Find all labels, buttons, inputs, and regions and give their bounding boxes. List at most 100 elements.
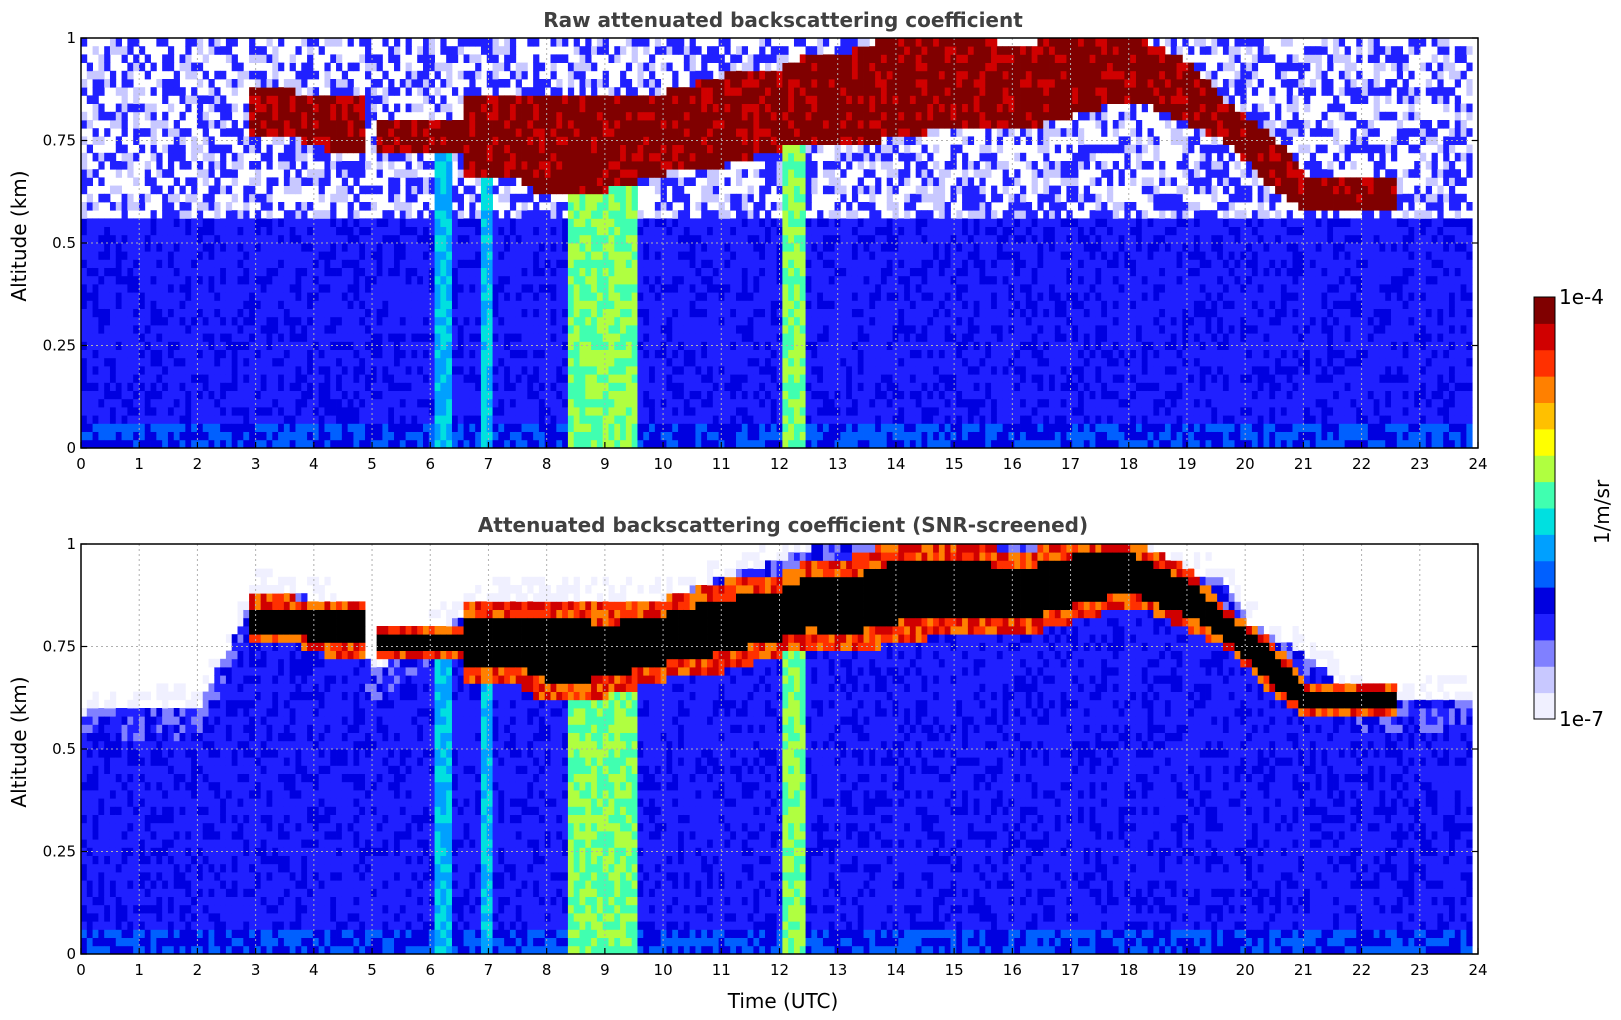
heatmap-cell	[469, 284, 476, 293]
heatmap-cell	[365, 251, 372, 260]
heatmap-cell	[289, 349, 296, 359]
heatmap-cell	[388, 325, 395, 334]
heatmap-cell	[283, 275, 291, 285]
heatmap-cell	[515, 218, 522, 227]
heatmap-cell	[579, 316, 586, 326]
heatmap-cell	[724, 308, 731, 318]
heatmap-cell	[533, 70, 540, 80]
heatmap-cell	[289, 366, 296, 375]
heatmap-cell	[336, 128, 343, 137]
heatmap-cell	[556, 38, 563, 47]
heatmap-cell	[643, 161, 650, 170]
heatmap-cell	[312, 136, 320, 145]
heatmap-cell	[440, 185, 447, 195]
heatmap-cell	[695, 275, 702, 285]
heatmap-cell	[243, 120, 250, 129]
heatmap-cell	[556, 128, 563, 137]
heatmap-cell	[405, 407, 412, 416]
heatmap-cell	[457, 120, 464, 129]
heatmap-cell	[341, 398, 349, 408]
heatmap-cell	[683, 366, 691, 375]
heatmap-cell	[579, 243, 586, 252]
heatmap-cell	[109, 120, 117, 129]
heatmap-cell	[498, 423, 505, 432]
heatmap-cell	[370, 103, 378, 113]
heatmap-cell	[712, 325, 720, 334]
heatmap-cell	[423, 374, 430, 383]
heatmap-cell	[707, 431, 714, 441]
heatmap-cell	[341, 407, 349, 416]
heatmap-cell	[98, 103, 105, 113]
heatmap-cell	[144, 325, 151, 334]
heatmap-cell	[365, 431, 372, 441]
heatmap-cell	[202, 136, 209, 145]
heatmap-cell	[289, 267, 296, 277]
heatmap-cell	[191, 62, 198, 72]
heatmap-cell	[237, 325, 244, 334]
heatmap-cell	[179, 300, 186, 309]
heatmap-cell	[399, 144, 407, 154]
heatmap-cell	[527, 251, 534, 260]
heatmap-cell	[672, 316, 679, 326]
heatmap-cell	[567, 251, 575, 260]
heatmap-cell	[133, 120, 140, 129]
heatmap-cell	[347, 226, 354, 236]
heatmap-cell	[492, 103, 499, 113]
heatmap-cell	[208, 120, 215, 129]
heatmap-cell	[289, 87, 296, 96]
heatmap-cell	[394, 300, 401, 309]
heatmap-cell	[504, 398, 511, 408]
heatmap-cell	[707, 79, 714, 88]
heatmap-cell	[127, 357, 134, 367]
heatmap-cell	[527, 390, 534, 400]
heatmap-cell	[672, 218, 679, 227]
heatmap-cell	[208, 38, 215, 47]
heatmap-cell	[382, 300, 389, 309]
heatmap-cell	[718, 431, 725, 441]
heatmap-cell	[678, 103, 685, 113]
heatmap-cell	[121, 398, 128, 408]
heatmap-cell	[463, 243, 470, 252]
heatmap-cell	[509, 128, 517, 137]
heatmap-cell	[341, 423, 349, 432]
heatmap-cell	[457, 366, 464, 375]
heatmap-cell	[423, 275, 430, 285]
heatmap-cell	[620, 169, 627, 178]
heatmap-cell	[365, 267, 372, 277]
heatmap-cell	[637, 136, 644, 145]
heatmap-cell	[301, 161, 308, 170]
heatmap-cell	[399, 79, 407, 88]
heatmap-cell	[695, 161, 702, 170]
heatmap-cell	[544, 251, 551, 260]
heatmap-cell	[689, 218, 696, 227]
heatmap-cell	[521, 366, 528, 375]
heatmap-cell	[689, 259, 696, 268]
heatmap-cell	[724, 177, 731, 186]
heatmap-cell	[185, 177, 192, 186]
heatmap-cell	[741, 267, 749, 277]
heatmap-cell	[451, 390, 459, 400]
heatmap-cell	[469, 308, 476, 318]
heatmap-cell	[475, 407, 482, 416]
heatmap-cell	[318, 325, 325, 334]
heatmap-cell	[283, 259, 291, 268]
heatmap-cell	[440, 218, 447, 227]
heatmap-cell	[434, 398, 441, 408]
heatmap-cell	[307, 316, 314, 326]
heatmap-cell	[208, 390, 215, 400]
heatmap-cell	[550, 357, 557, 367]
heatmap-cell	[707, 120, 714, 129]
heatmap-cell	[562, 390, 569, 400]
heatmap-cell	[625, 333, 633, 342]
heatmap-cell	[173, 70, 180, 80]
heatmap-cell	[649, 308, 656, 318]
heatmap-cell	[365, 349, 372, 359]
heatmap-cell	[498, 218, 505, 227]
heatmap-cell	[434, 439, 441, 449]
heatmap-cell	[260, 251, 267, 260]
heatmap-cell	[208, 202, 215, 211]
heatmap-cell	[121, 202, 128, 211]
heatmap-cell	[573, 398, 580, 408]
heatmap-cell	[707, 226, 714, 236]
heatmap-cell	[399, 357, 407, 367]
